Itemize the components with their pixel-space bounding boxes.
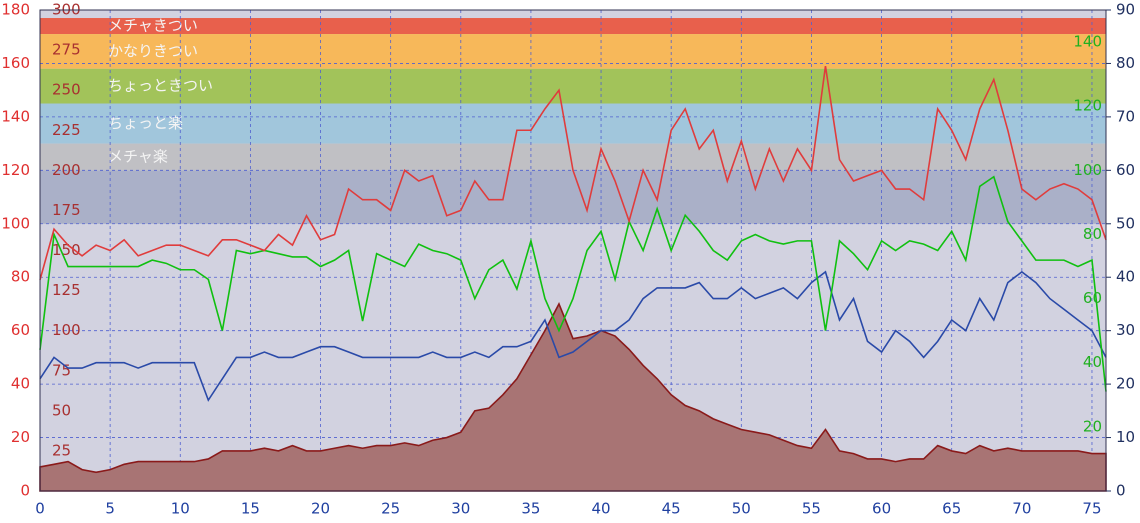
x-tick-label: 25: [381, 500, 400, 518]
series-line: [39, 270, 1107, 402]
zone-band: [40, 103, 1106, 144]
y2-tick-label: 10: [1116, 428, 1135, 446]
x-tick-label: 65: [942, 500, 961, 518]
power-tick-label: 25: [52, 441, 71, 459]
y2-tick-label: 20: [1116, 375, 1135, 393]
power-tick-label: 75: [52, 361, 71, 379]
cadence-tick-label: 120: [1073, 97, 1102, 115]
x-tick-label: 10: [171, 500, 190, 518]
y2-tick-label: 50: [1116, 214, 1135, 232]
x-tick-label: 0: [35, 500, 45, 518]
power-tick-label: 275: [52, 41, 81, 59]
power-tick-label: 125: [52, 281, 81, 299]
x-tick-label: 70: [1012, 500, 1031, 518]
y-tick-label: 0: [20, 482, 30, 500]
y-tick-label: 20: [11, 428, 30, 446]
zone-band: [40, 34, 1106, 69]
y-tick-label: 40: [11, 375, 30, 393]
x-tick-label: 75: [1082, 500, 1101, 518]
cadence-tick-label: 140: [1073, 33, 1102, 51]
y2-tick-label: 60: [1116, 161, 1135, 179]
x-tick-label: 30: [451, 500, 470, 518]
y2-tick-label: 80: [1116, 54, 1135, 72]
y2-tick-label: 70: [1116, 107, 1135, 125]
zone-label: メチャきつい: [108, 17, 198, 35]
y-tick-label: 80: [11, 268, 30, 286]
y-tick-label: 160: [1, 54, 30, 72]
x-tick-label: 40: [592, 500, 611, 518]
zone-label: かなりきつい: [108, 42, 198, 60]
y-tick-label: 140: [1, 107, 30, 125]
cadence-tick-label: 100: [1073, 161, 1102, 179]
x-tick-label: 60: [872, 500, 891, 518]
y2-tick-label: 90: [1116, 1, 1135, 19]
x-tick-label: 55: [802, 500, 821, 518]
power-tick-label: 175: [52, 201, 81, 219]
power-tick-label: 225: [52, 121, 81, 139]
y-tick-label: 180: [1, 1, 30, 19]
y2-tick-label: 40: [1116, 268, 1135, 286]
plot-frame: [39, 9, 1107, 492]
x-tick-label: 15: [241, 500, 260, 518]
cadence-tick-label: 80: [1083, 225, 1102, 243]
cadence-tick-label: 20: [1083, 417, 1102, 435]
x-tick-label: 35: [521, 500, 540, 518]
power-tick-label: 200: [52, 161, 81, 179]
cadence-tick-label: 60: [1083, 289, 1102, 307]
upper-shade: [40, 170, 1106, 224]
x-tick-label: 20: [311, 500, 330, 518]
x-tick-label: 50: [732, 500, 751, 518]
y2-tick-label: 30: [1116, 321, 1135, 339]
power-tick-label: 100: [52, 321, 81, 339]
elevation-area: [39, 302, 1107, 492]
power-tick-label: 50: [52, 401, 71, 419]
power-tick-label: 250: [52, 81, 81, 99]
zone-band: [40, 68, 1106, 104]
y-tick-label: 60: [11, 321, 30, 339]
zone-band: [40, 18, 1106, 35]
zone-label: メチャ楽: [108, 147, 168, 165]
zone-label: ちょっと楽: [108, 114, 183, 132]
x-tick-label: 5: [105, 500, 115, 518]
series-line: [39, 65, 1107, 281]
y2-tick-label: 0: [1116, 482, 1126, 500]
cadence-tick-label: 40: [1083, 353, 1102, 371]
y-tick-label: 100: [1, 214, 30, 232]
zone-label: ちょっときつい: [108, 77, 213, 95]
series-line: [39, 175, 1107, 392]
x-tick-label: 45: [662, 500, 681, 518]
y-tick-label: 120: [1, 161, 30, 179]
